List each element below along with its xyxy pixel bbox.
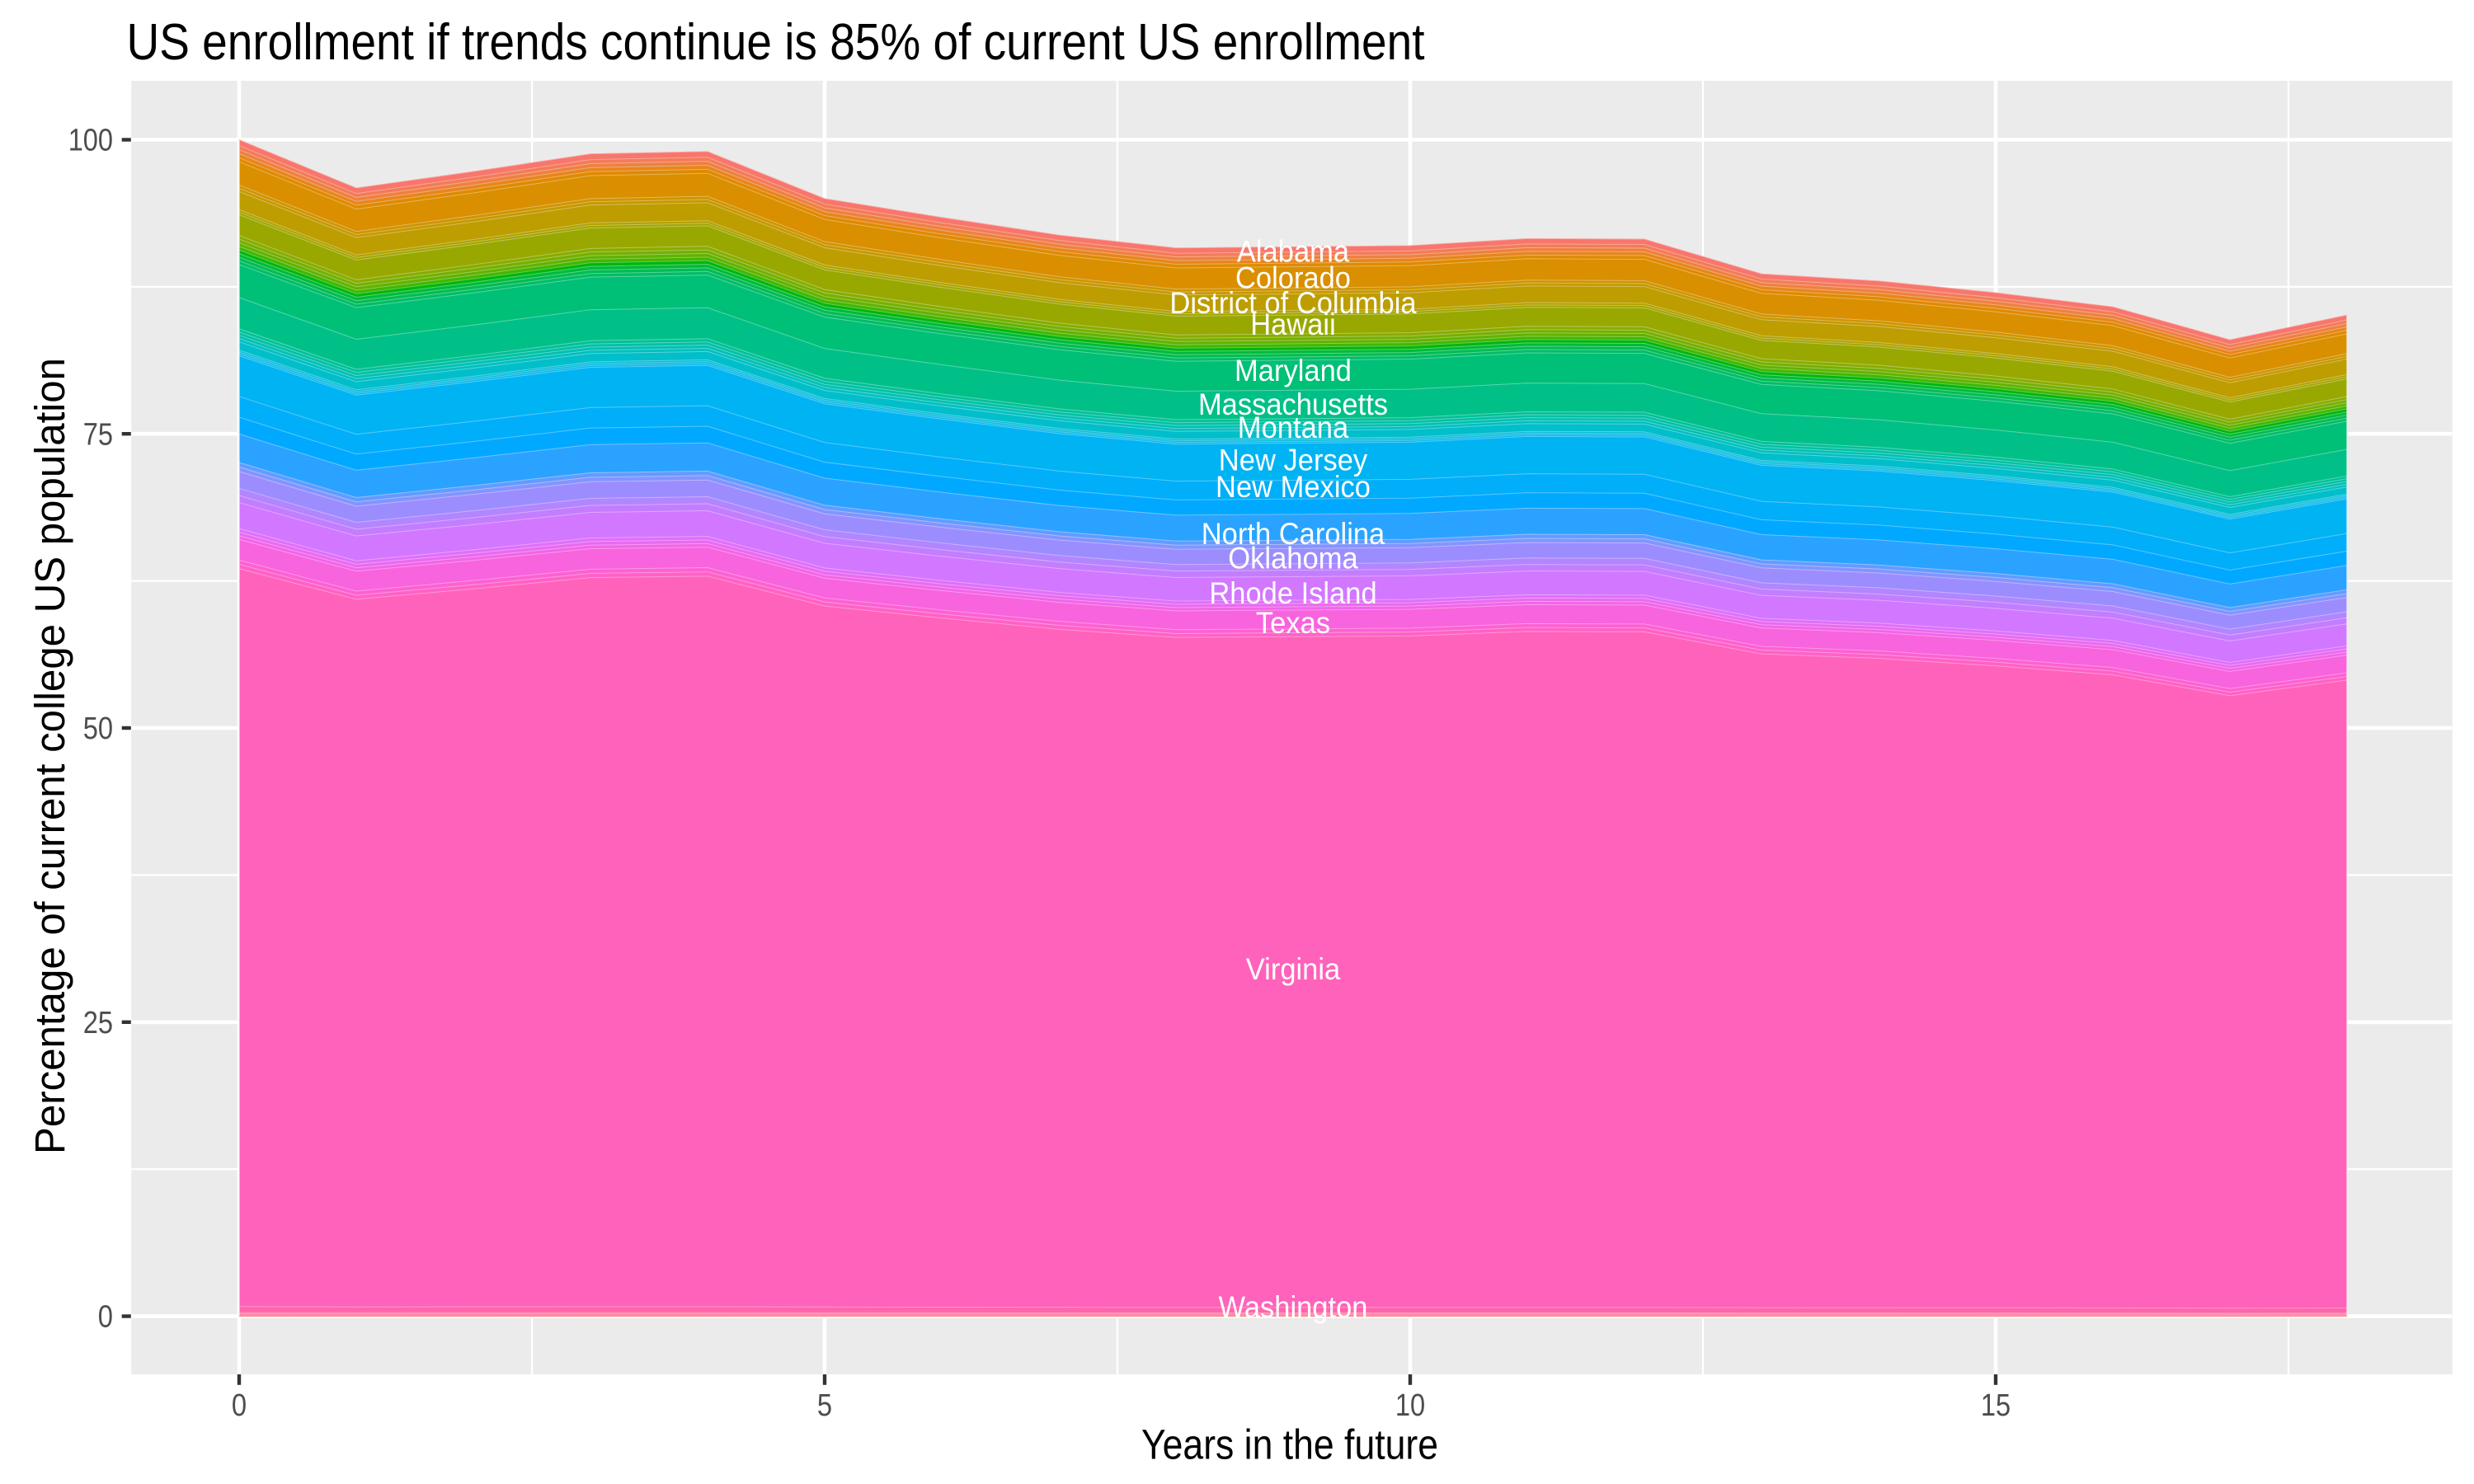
svg-text:25: 25 [83, 1006, 113, 1040]
svg-text:Rhode Island: Rhode Island [1209, 575, 1376, 610]
svg-text:North Carolina: North Carolina [1202, 516, 1385, 551]
svg-text:0: 0 [232, 1388, 247, 1423]
svg-text:Percentage of current college: Percentage of current college US populat… [26, 358, 73, 1154]
svg-text:100: 100 [68, 124, 113, 158]
svg-text:New Mexico: New Mexico [1216, 469, 1371, 504]
svg-text:Maryland: Maryland [1235, 353, 1352, 387]
svg-text:District of Columbia: District of Columbia [1169, 285, 1416, 320]
svg-text:15: 15 [1981, 1388, 2011, 1423]
svg-text:New Jersey: New Jersey [1219, 442, 1368, 477]
svg-text:Years in the future: Years in the future [1141, 1421, 1438, 1468]
svg-text:Washington: Washington [1219, 1289, 1368, 1324]
svg-text:5: 5 [817, 1388, 832, 1423]
svg-text:Oklahoma: Oklahoma [1228, 541, 1358, 575]
svg-text:10: 10 [1395, 1388, 1425, 1423]
svg-text:Texas: Texas [1256, 605, 1330, 640]
svg-text:0: 0 [98, 1300, 113, 1335]
svg-text:50: 50 [83, 711, 113, 746]
svg-text:Montana: Montana [1238, 410, 1349, 444]
svg-text:Virginia: Virginia [1246, 951, 1341, 986]
svg-text:Alabama: Alabama [1237, 233, 1349, 268]
svg-text:US enrollment if trends contin: US enrollment if trends continue is 85% … [127, 14, 1425, 71]
svg-text:Colorado: Colorado [1235, 261, 1351, 295]
svg-text:75: 75 [83, 417, 113, 452]
svg-text:Massachusetts: Massachusetts [1198, 387, 1388, 421]
svg-text:Hawaii: Hawaii [1250, 307, 1336, 341]
